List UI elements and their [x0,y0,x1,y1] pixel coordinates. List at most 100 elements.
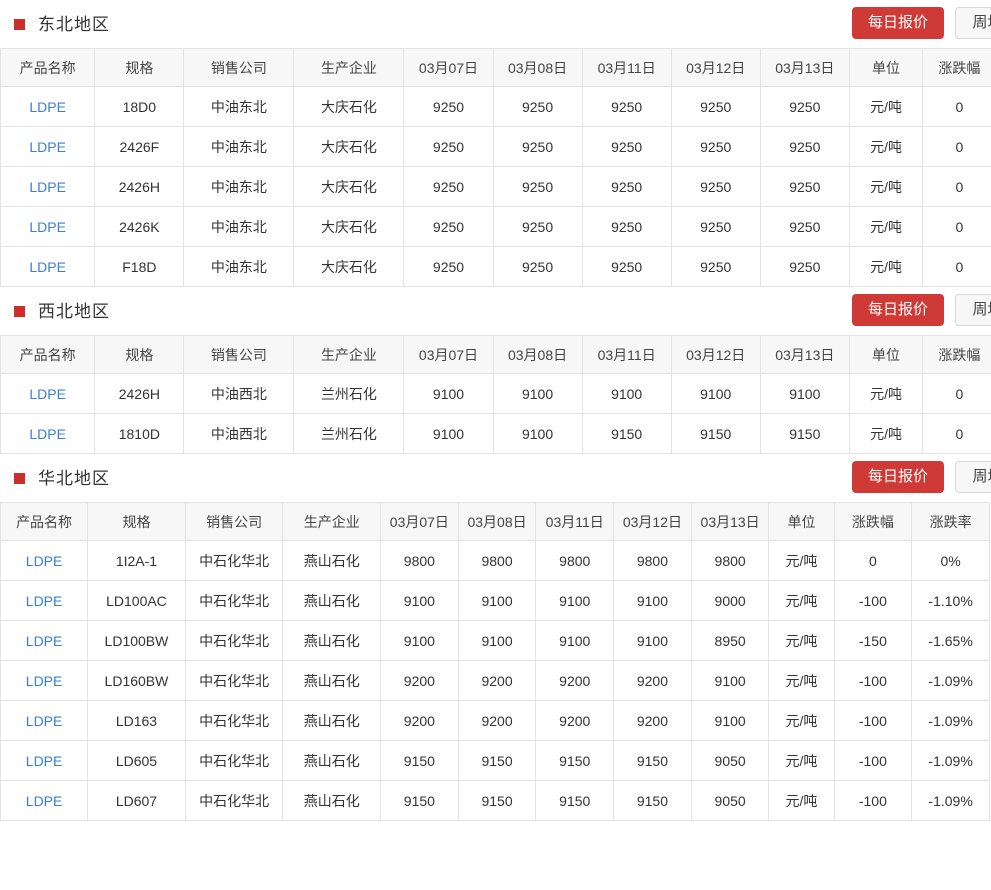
table-cell: 9050 [691,780,770,821]
daily-quote-button[interactable]: 每日报价 [851,294,944,326]
product-link-cell[interactable]: LDPE [0,373,96,414]
product-name-link[interactable]: LDPE [25,672,63,689]
table-header-row: 产品名称 规格 销售公司 生产企业 03月07日 03月08日 03月11日 03月12日 03… [0,335,991,374]
table-cell: 9250 [582,246,672,287]
product-link-cell[interactable]: LDPE [0,126,96,167]
table-cell: 18D0 [94,86,185,127]
product-link-cell[interactable]: LDPE [0,540,89,581]
table-cell: 中油西北 [183,373,295,414]
region-section-northchina: 华北地区每日报价周均价产品名称规格销售公司生产企业03月07日03月08日03月… [0,454,991,821]
table-cell: -100 [834,660,913,701]
product-name-link[interactable]: LDPE [25,632,63,649]
column-header: 03月11日 [582,48,672,87]
daily-quote-button[interactable]: 每日报价 [851,461,944,493]
table-cell: -1.09% [911,740,990,781]
table-cell: F18D [94,246,185,287]
column-header: 03月11日 [535,502,615,541]
table-cell: 8950 [691,620,770,661]
product-link-cell[interactable]: LDPE [0,580,89,621]
product-link-cell[interactable]: LDPE [0,700,89,741]
table-cell: 元/吨 [768,620,835,661]
daily-quote-button[interactable]: 每日报价 [851,7,944,39]
table-cell: 9200 [458,700,537,741]
column-header: 规格 [87,502,186,541]
price-table-northwest: 产品名称 规格 销售公司 生产企业 03月07日 03月08日 03月11日 03月12日 03… [0,335,991,454]
table-row: LDPE F18D 中油东北 大庆石化 9250 9250 9250 9250 9250 元/吨 0… [0,246,991,287]
table-cell: LD160BW [87,660,186,701]
table-cell: 9100 [493,373,583,414]
product-name-link[interactable]: LDPE [25,552,63,569]
table-cell: 9250 [493,86,583,127]
table-row: LDPE 2426H 中油西北 兰州石化 9100 9100 9100 9100 9100 元/吨… [0,373,991,414]
product-link-cell[interactable]: LDPE [0,206,96,247]
table-cell: 元/吨 [849,126,924,167]
table-cell: 9250 [493,246,583,287]
table-cell: 1810D [94,413,185,454]
product-name-link[interactable]: LDPE [29,425,66,442]
table-cell: LD607 [87,780,186,821]
table-row: LDPE 2426K 中油东北 大庆石化 9250 9250 9250 9250 9250 元/吨… [0,206,991,247]
column-header: 销售公司 [183,335,295,374]
product-link-cell[interactable]: LDPE [0,166,96,207]
product-link-cell[interactable]: LDPE [0,740,89,781]
table-cell: 0 [834,540,913,581]
table-cell: 中石化华北 [185,620,284,661]
table-cell: 0 [922,166,991,207]
table-cell: LD100AC [87,580,186,621]
product-link-cell[interactable]: LDPE [0,246,96,287]
table-cell: 2426K [94,206,185,247]
product-link-cell[interactable]: LDPE [0,86,96,127]
product-name-link[interactable]: LDPE [25,712,63,729]
price-table-northchina: 产品名称 规格 销售公司 生产企业 03月07日 03月08日 03月11日 03月12日 03… [0,502,990,821]
table-cell: 9150 [613,780,692,821]
product-link-cell[interactable]: LDPE [0,780,89,821]
table-cell: 元/吨 [768,580,835,621]
table-cell: 大庆石化 [293,246,405,287]
table-cell: 9250 [671,86,761,127]
column-header: 单位 [849,48,924,87]
table-cell: 0 [922,126,991,167]
column-header: 销售公司 [183,48,295,87]
product-name-link[interactable]: LDPE [29,178,66,195]
table-cell: 元/吨 [849,206,924,247]
product-name-link[interactable]: LDPE [29,98,66,115]
table-cell: 9100 [582,373,672,414]
weekly-average-button[interactable]: 周均价 [955,294,991,326]
table-cell: 9200 [380,700,459,741]
product-name-link[interactable]: LDPE [25,592,63,609]
product-name-link[interactable]: LDPE [25,792,63,809]
table-cell: 9250 [671,126,761,167]
table-cell: 9100 [613,580,692,621]
table-cell: 2426F [94,126,185,167]
weekly-average-button[interactable]: 周均价 [955,461,991,493]
table-cell: 中石化华北 [185,580,284,621]
product-link-cell[interactable]: LDPE [0,413,96,454]
table-cell: 9250 [582,206,672,247]
table-cell: 9100 [760,373,850,414]
product-link-cell[interactable]: LDPE [0,620,89,661]
table-cell: -100 [834,580,913,621]
table-cell: 元/吨 [849,246,924,287]
column-header: 产品名称 [0,48,96,87]
table-cell: 9250 [760,166,850,207]
weekly-average-button[interactable]: 周均价 [955,7,991,39]
product-link-cell[interactable]: LDPE [0,660,89,701]
product-name-link[interactable]: LDPE [25,752,63,769]
table-cell: 大庆石化 [293,166,405,207]
product-name-link[interactable]: LDPE [29,258,66,275]
column-header: 涨跌幅 [922,48,991,87]
table-cell: 9250 [671,246,761,287]
table-cell: 大庆石化 [293,126,405,167]
table-cell: 9250 [760,126,850,167]
table-cell: 燕山石化 [282,780,382,821]
product-name-link[interactable]: LDPE [29,385,66,402]
table-cell: 9150 [380,780,459,821]
table-cell: 燕山石化 [282,700,382,741]
table-cell: 中油西北 [183,413,295,454]
product-name-link[interactable]: LDPE [29,138,66,155]
product-name-link[interactable]: LDPE [29,218,66,235]
table-cell: 9250 [760,246,850,287]
table-cell: -100 [834,740,913,781]
table-cell: 9100 [535,580,615,621]
square-bullet-icon [14,18,25,30]
